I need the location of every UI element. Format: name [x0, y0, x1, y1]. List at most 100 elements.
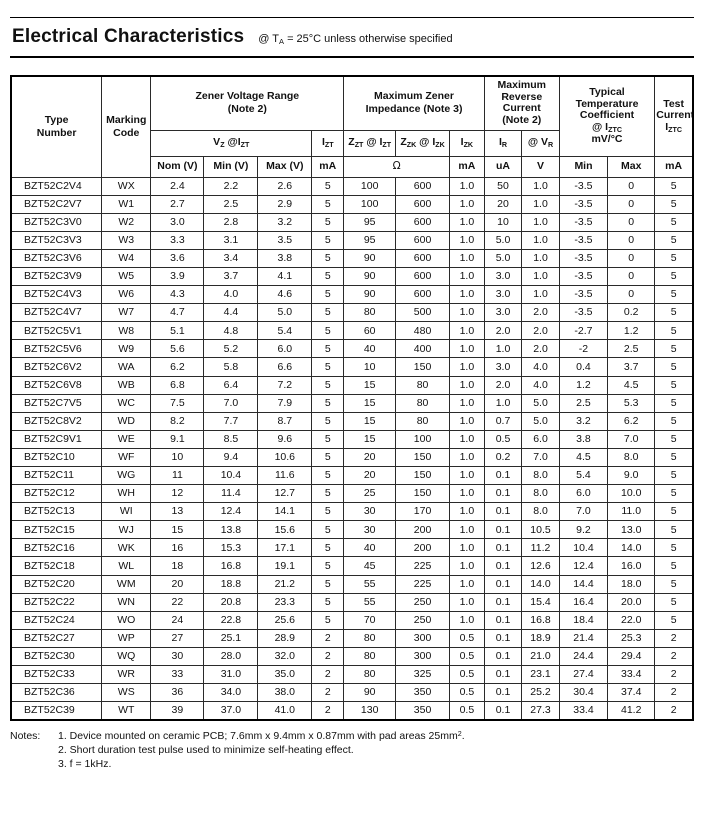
cell-vz-min: 3.1: [203, 230, 259, 250]
cell-vz-nom: 24: [150, 610, 205, 630]
header-ir: IR: [483, 129, 523, 157]
cell-vz-min: 7.7: [203, 411, 259, 431]
cell-zzk: 300: [395, 646, 450, 667]
cell-zzk: 250: [395, 592, 450, 612]
cell-izk-ma: 1.0: [448, 411, 485, 431]
cell-type-number: BZT52C33: [10, 665, 103, 685]
table-row: BZT52C8V2 WD 8.2 7.7 8.7 5 15 80 1.0 0.7 5.0 3.2 6.2…: [10, 411, 694, 431]
cell-vr-v: 16.8: [521, 610, 560, 630]
cell-type-number: BZT52C2V4: [10, 176, 103, 196]
cell-ir-ua: 0.1: [483, 574, 523, 594]
cell-tc-min: 3.2: [558, 411, 609, 431]
cell-izk-ma: 1.0: [448, 285, 485, 305]
header-test-current: Test Current IZTC: [654, 75, 694, 157]
cell-vz-max: 7.2: [257, 375, 313, 395]
note-item: 2. Short duration test pulse used to min…: [58, 743, 354, 756]
cell-type-number: BZT52C16: [10, 538, 103, 558]
cell-zzk: 170: [395, 502, 450, 522]
cell-vr-v: 23.1: [521, 665, 560, 685]
cell-izk-ma: 1.0: [448, 321, 485, 341]
cell-vr-v: 1.0: [521, 285, 560, 305]
cell-type-number: BZT52C27: [10, 628, 103, 648]
table-row: BZT52C20 WM 20 18.8 21.2 5 55 225 1.0 0.1 14.0 14.4…: [10, 574, 694, 594]
cell-vr-v: 10.5: [521, 520, 560, 540]
cell-type-number: BZT52C13: [10, 502, 103, 522]
cell-type-number: BZT52C3V9: [10, 266, 103, 287]
cell-vz-min: 22.8: [203, 610, 259, 630]
cell-marking-code: WD: [101, 411, 152, 431]
cell-zzt: 40: [343, 339, 397, 359]
cell-izt-ma: 5: [311, 248, 345, 268]
cell-marking-code: WC: [101, 393, 152, 413]
cell-izt-ma: 5: [311, 556, 345, 576]
cell-ir-ua: 3.0: [483, 285, 523, 305]
cell-izk-ma: 1.0: [448, 592, 485, 612]
cell-vz-max: 6.0: [257, 339, 313, 359]
cell-ir-ua: 50: [483, 176, 523, 196]
cell-zzk: 250: [395, 610, 450, 630]
cell-vz-min: 13.8: [203, 520, 259, 540]
cell-tc-max: 3.7: [607, 357, 656, 377]
cell-izt-ma: 5: [311, 411, 345, 431]
cell-vz-min: 4.4: [203, 303, 259, 323]
unit-iztc-ma: mA: [654, 155, 694, 178]
cell-type-number: BZT52C6V2: [10, 357, 103, 377]
cell-izk-ma: 0.5: [448, 665, 485, 685]
header-typ-temp-coefficient: Typical Temperature Coefficient @ IZTC m…: [558, 75, 656, 157]
cell-izk-ma: 1.0: [448, 429, 485, 449]
cell-zzk: 500: [395, 303, 450, 323]
cell-marking-code: WJ: [101, 520, 152, 540]
cell-vz-nom: 3.0: [150, 212, 205, 232]
cell-marking-code: WG: [101, 465, 152, 486]
cell-marking-code: W6: [101, 285, 152, 305]
cell-vz-max: 17.1: [257, 538, 313, 558]
cell-vz-max: 19.1: [257, 556, 313, 576]
cell-izt-ma: 2: [311, 628, 345, 648]
cell-vz-max: 2.6: [257, 176, 313, 196]
cell-tc-max: 0: [607, 212, 656, 232]
cell-zzt: 55: [343, 574, 397, 594]
cell-tc-min: -3.5: [558, 230, 609, 250]
cell-type-number: BZT52C20: [10, 574, 103, 594]
header-marking-code: Marking Code: [101, 75, 152, 178]
cell-type-number: BZT52C4V7: [10, 303, 103, 323]
cell-vz-min: 6.4: [203, 375, 259, 395]
cell-iztc-ma: 5: [654, 194, 694, 214]
cell-zzt: 130: [343, 701, 397, 721]
cell-marking-code: W1: [101, 194, 152, 214]
cell-zzt: 90: [343, 248, 397, 268]
cell-vz-nom: 11: [150, 465, 205, 486]
cell-marking-code: WR: [101, 665, 152, 685]
table-row: BZT52C7V5 WC 7.5 7.0 7.9 5 15 80 1.0 1.0 5.0 2.5 5.3…: [10, 393, 694, 413]
cell-izk-ma: 1.0: [448, 484, 485, 504]
cell-izt-ma: 5: [311, 339, 345, 359]
cell-izt-ma: 5: [311, 538, 345, 558]
cell-izt-ma: 5: [311, 303, 345, 323]
cell-tc-min: -2: [558, 339, 609, 359]
cell-type-number: BZT52C7V5: [10, 393, 103, 413]
cell-vr-v: 8.0: [521, 465, 560, 486]
cell-izt-ma: 5: [311, 230, 345, 250]
cell-vr-v: 2.0: [521, 321, 560, 341]
cell-zzt: 25: [343, 484, 397, 504]
table-row: BZT52C3V6 W4 3.6 3.4 3.8 5 90 600 1.0 5.0 1.0 -3.5 0…: [10, 248, 694, 268]
cell-izk-ma: 1.0: [448, 520, 485, 540]
cell-iztc-ma: 5: [654, 556, 694, 576]
cell-vz-max: 3.5: [257, 230, 313, 250]
cell-izt-ma: 5: [311, 194, 345, 214]
cell-vz-min: 12.4: [203, 502, 259, 522]
table-row: BZT52C33 WR 33 31.0 35.0 2 80 325 0.5 0.1 23.1 27.4…: [10, 665, 694, 685]
cell-ir-ua: 0.1: [483, 665, 523, 685]
cell-tc-max: 13.0: [607, 520, 656, 540]
table-header: Type Number Marking Code Zener Voltage R…: [10, 75, 694, 178]
cell-vz-max: 5.0: [257, 303, 313, 323]
cell-izt-ma: 5: [311, 447, 345, 468]
cell-vz-min: 25.1: [203, 628, 259, 648]
cell-izt-ma: 5: [311, 375, 345, 395]
table-row: BZT52C36 WS 36 34.0 38.0 2 90 350 0.5 0.1 25.2 30.4…: [10, 683, 694, 703]
cell-izk-ma: 1.0: [448, 212, 485, 232]
table-row: BZT52C11 WG 11 10.4 11.6 5 20 150 1.0 0.1 8.0 5.4 9.…: [10, 465, 694, 486]
note-item: 1. Device mounted on ceramic PCB; 7.6mm …: [58, 729, 465, 743]
cell-zzt: 80: [343, 646, 397, 667]
cell-tc-min: 16.4: [558, 592, 609, 612]
